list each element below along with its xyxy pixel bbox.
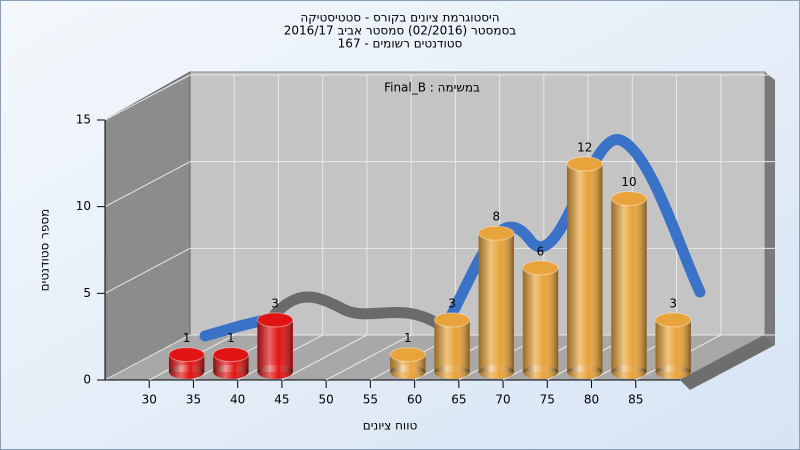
- bar-body-shade: [434, 319, 470, 372]
- bar-top: [522, 260, 559, 276]
- value-label: 8: [492, 210, 500, 224]
- x-tick-label: 55: [363, 393, 378, 407]
- value-label: 12: [577, 140, 592, 154]
- y-axis-label: מספר סטודנטים: [38, 209, 52, 292]
- bar-top: [610, 191, 648, 207]
- bar: [654, 312, 692, 379]
- bar: [433, 312, 471, 379]
- grid-line: [104, 247, 191, 294]
- bar-body-shade: [567, 163, 603, 372]
- bar-top: [212, 347, 250, 363]
- chart-title: בסמסטר (02/2016) סמסטר אביב 2016/17: [284, 24, 516, 38]
- bar-body-shade: [655, 319, 691, 372]
- bar: [522, 260, 559, 379]
- x-axis-label: טווח ציונים: [363, 419, 418, 433]
- bar-top: [389, 347, 426, 363]
- y-tick-label: 15: [76, 113, 91, 127]
- grid-line: [104, 334, 191, 381]
- value-label: 3: [448, 296, 456, 310]
- grid-line: [104, 161, 191, 208]
- fit-curve-fail: [269, 291, 446, 331]
- x-tick-label: 65: [451, 393, 466, 407]
- x-tick-label: 45: [274, 393, 289, 407]
- x-tick-label: 70: [495, 393, 510, 407]
- x-tick-label: 60: [407, 393, 422, 407]
- bar-top: [433, 312, 471, 328]
- bar-top: [168, 347, 205, 363]
- value-label: 1: [404, 331, 412, 345]
- bars: [168, 156, 692, 379]
- value-label: 3: [669, 296, 677, 310]
- y-tick-label: 5: [83, 286, 91, 300]
- floor-edge: [680, 335, 775, 390]
- bar: [478, 225, 515, 379]
- value-label: 1: [227, 331, 235, 345]
- grid-line: [104, 74, 191, 121]
- x-tick-label: 85: [628, 393, 643, 407]
- bar: [212, 347, 250, 379]
- grid-line: [281, 334, 368, 381]
- bar-body-shade: [257, 319, 293, 372]
- x-tick-label: 50: [319, 393, 334, 407]
- chart-title: היסטוגרמת ציונים בקורס - סטטיסטיקה: [300, 11, 499, 25]
- y-tick-label: 0: [83, 373, 91, 387]
- value-label: 1: [183, 331, 191, 345]
- wall-edge: [765, 72, 775, 345]
- bar: [168, 347, 205, 379]
- x-tick-label: 40: [230, 393, 245, 407]
- annotation: Final_B : במשימה: [384, 81, 480, 95]
- bar-top: [478, 225, 515, 241]
- value-label: 10: [621, 175, 636, 189]
- x-tick-label: 75: [540, 393, 555, 407]
- x-tick-label: 80: [584, 393, 599, 407]
- value-label: 3: [271, 296, 279, 310]
- bar: [566, 156, 603, 379]
- bar-top: [654, 312, 692, 328]
- bar-body-shade: [611, 198, 647, 372]
- bar: [256, 312, 294, 379]
- bar-top: [256, 312, 294, 328]
- bar-body-shade: [478, 233, 514, 372]
- bar-top: [566, 156, 603, 172]
- grid-line: [325, 334, 412, 381]
- x-tick-label: 35: [186, 393, 201, 407]
- bar: [610, 191, 648, 379]
- value-label: 6: [537, 244, 545, 258]
- left-wall: [104, 71, 191, 381]
- bar: [389, 347, 426, 379]
- chart-title: סטודנטים רשומים - 167: [338, 37, 463, 51]
- bar-body-shade: [522, 267, 559, 372]
- x-tick-label: 30: [142, 393, 157, 407]
- y-tick-label: 10: [76, 199, 91, 213]
